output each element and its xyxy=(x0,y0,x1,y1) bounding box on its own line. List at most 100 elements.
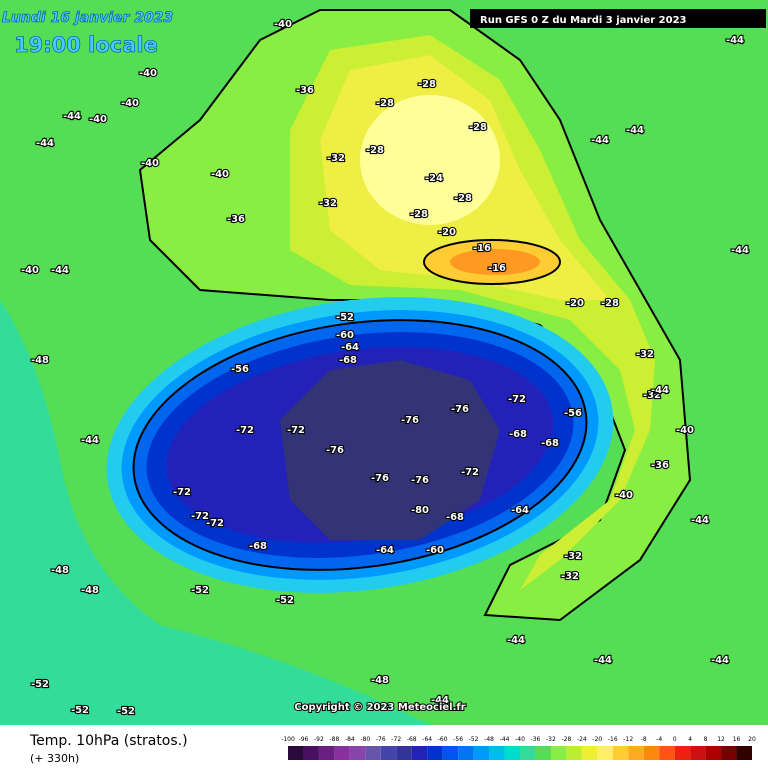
scale-swatch xyxy=(721,746,737,760)
scale-label: -36 xyxy=(531,736,541,743)
contour-label: -32 xyxy=(327,153,345,164)
scale-label: -100 xyxy=(281,736,295,743)
scale-swatch xyxy=(427,746,443,760)
scale-label: -16 xyxy=(608,736,618,743)
scale-swatch xyxy=(473,746,490,760)
scale-swatch xyxy=(318,746,335,760)
scale-label: -80 xyxy=(360,736,370,743)
contour-label: -28 xyxy=(469,122,487,133)
scale-swatch xyxy=(581,746,598,760)
copyright: Copyright © 2023 Meteociel.fr xyxy=(294,702,465,713)
contour-label: -60 xyxy=(426,545,444,556)
scale-swatch xyxy=(705,746,722,760)
contour-label: -52 xyxy=(71,705,89,716)
valid-date: Lundi 16 janvier 2023 xyxy=(2,10,173,26)
scale-swatch xyxy=(643,746,660,760)
scale-label: 20 xyxy=(748,736,756,743)
contour-label: -28 xyxy=(376,98,394,109)
contour-label: -28 xyxy=(410,209,428,220)
scale-label: -52 xyxy=(469,736,479,743)
scale-swatch xyxy=(303,746,319,760)
scale-swatch xyxy=(288,746,304,760)
scale-label: -60 xyxy=(438,736,448,743)
scale-swatch xyxy=(380,746,397,760)
contour-label: -44 xyxy=(63,111,81,122)
contour-label: -40 xyxy=(21,265,39,276)
contour-label: -52 xyxy=(276,595,294,606)
contour-label: -72 xyxy=(236,425,254,436)
scale-label: -56 xyxy=(453,736,463,743)
contour-label: -68 xyxy=(541,438,559,449)
contour-label: -44 xyxy=(691,515,709,526)
contour-label: -52 xyxy=(336,312,354,323)
scale-swatch xyxy=(736,746,752,760)
contour-label: -20 xyxy=(566,298,584,309)
contour-label: -68 xyxy=(339,355,357,366)
contour-label: -72 xyxy=(508,394,526,405)
contour-label: -60 xyxy=(336,330,354,341)
scale-swatch xyxy=(504,746,520,760)
contour-label: -72 xyxy=(191,511,209,522)
scale-label: -4 xyxy=(656,736,662,743)
scale-swatch xyxy=(520,746,536,760)
run-info: Run GFS 0 Z du Mardi 3 janvier 2023 xyxy=(480,15,687,26)
scale-label: -64 xyxy=(422,736,432,743)
legend-title: Temp. 10hPa (stratos.) xyxy=(29,733,188,749)
scale-label: -92 xyxy=(314,736,324,743)
run-box xyxy=(470,9,766,28)
contour-label: -76 xyxy=(411,475,429,486)
contour-label: -68 xyxy=(249,541,267,552)
contour-label: -40 xyxy=(141,158,159,169)
scale-label: -44 xyxy=(500,736,510,743)
scale-swatch xyxy=(365,746,381,760)
scale-swatch xyxy=(659,746,675,760)
contour-label: -28 xyxy=(454,193,472,204)
contour-label: -32 xyxy=(636,349,654,360)
scale-label: -32 xyxy=(546,736,556,743)
scale-label: -72 xyxy=(391,736,401,743)
scale-label: -96 xyxy=(299,736,309,743)
contour-label: -36 xyxy=(651,460,669,471)
color-scale: -100 -96 -92 -88 -84 -80 -76 -72 -68 -64 -60 -56 -52… xyxy=(281,736,756,760)
contour-label: -44 xyxy=(81,435,99,446)
scale-swatch xyxy=(690,746,706,760)
contour-label: -76 xyxy=(371,473,389,484)
scale-swatch xyxy=(349,746,366,760)
scale-label: 16 xyxy=(733,736,741,743)
scale-label: 4 xyxy=(688,736,692,743)
scale-label: -76 xyxy=(376,736,386,743)
forecast-lead: (+ 330h) xyxy=(30,752,79,765)
scale-swatch xyxy=(396,746,412,760)
contour-label: -56 xyxy=(231,364,249,375)
contour-label: -40 xyxy=(121,98,139,109)
scale-label: 0 xyxy=(673,736,677,743)
contour-label: -80 xyxy=(411,505,429,516)
contour-label: -52 xyxy=(31,679,49,690)
scale-swatch xyxy=(550,746,567,760)
contour-label: -52 xyxy=(117,706,135,717)
contour-label: -44 xyxy=(594,655,612,666)
dark-core xyxy=(280,360,500,540)
contour-label: -40 xyxy=(274,19,292,30)
contour-label: -32 xyxy=(564,551,582,562)
contour-label: -48 xyxy=(31,355,49,366)
contour-label: -32 xyxy=(561,571,579,582)
scale-swatch xyxy=(628,746,644,760)
contour-label: -32 xyxy=(319,198,337,209)
contour-label: -28 xyxy=(366,145,384,156)
contour-label: -40 xyxy=(615,490,633,501)
contour-label: -40 xyxy=(211,169,229,180)
teal-zone xyxy=(0,300,430,725)
scale-swatch xyxy=(597,746,613,760)
contour-label: -36 xyxy=(296,85,314,96)
contour-label: -56 xyxy=(564,408,582,419)
contour-label: -72 xyxy=(173,487,191,498)
contour-label: -20 xyxy=(438,227,456,238)
contour-label: -48 xyxy=(371,675,389,686)
scale-label: -24 xyxy=(577,736,587,743)
scale-label: -20 xyxy=(592,736,602,743)
contour-label: -68 xyxy=(509,429,527,440)
contour-label: -72 xyxy=(206,518,224,529)
scale-label: -68 xyxy=(407,736,417,743)
scale-swatch xyxy=(411,746,428,760)
